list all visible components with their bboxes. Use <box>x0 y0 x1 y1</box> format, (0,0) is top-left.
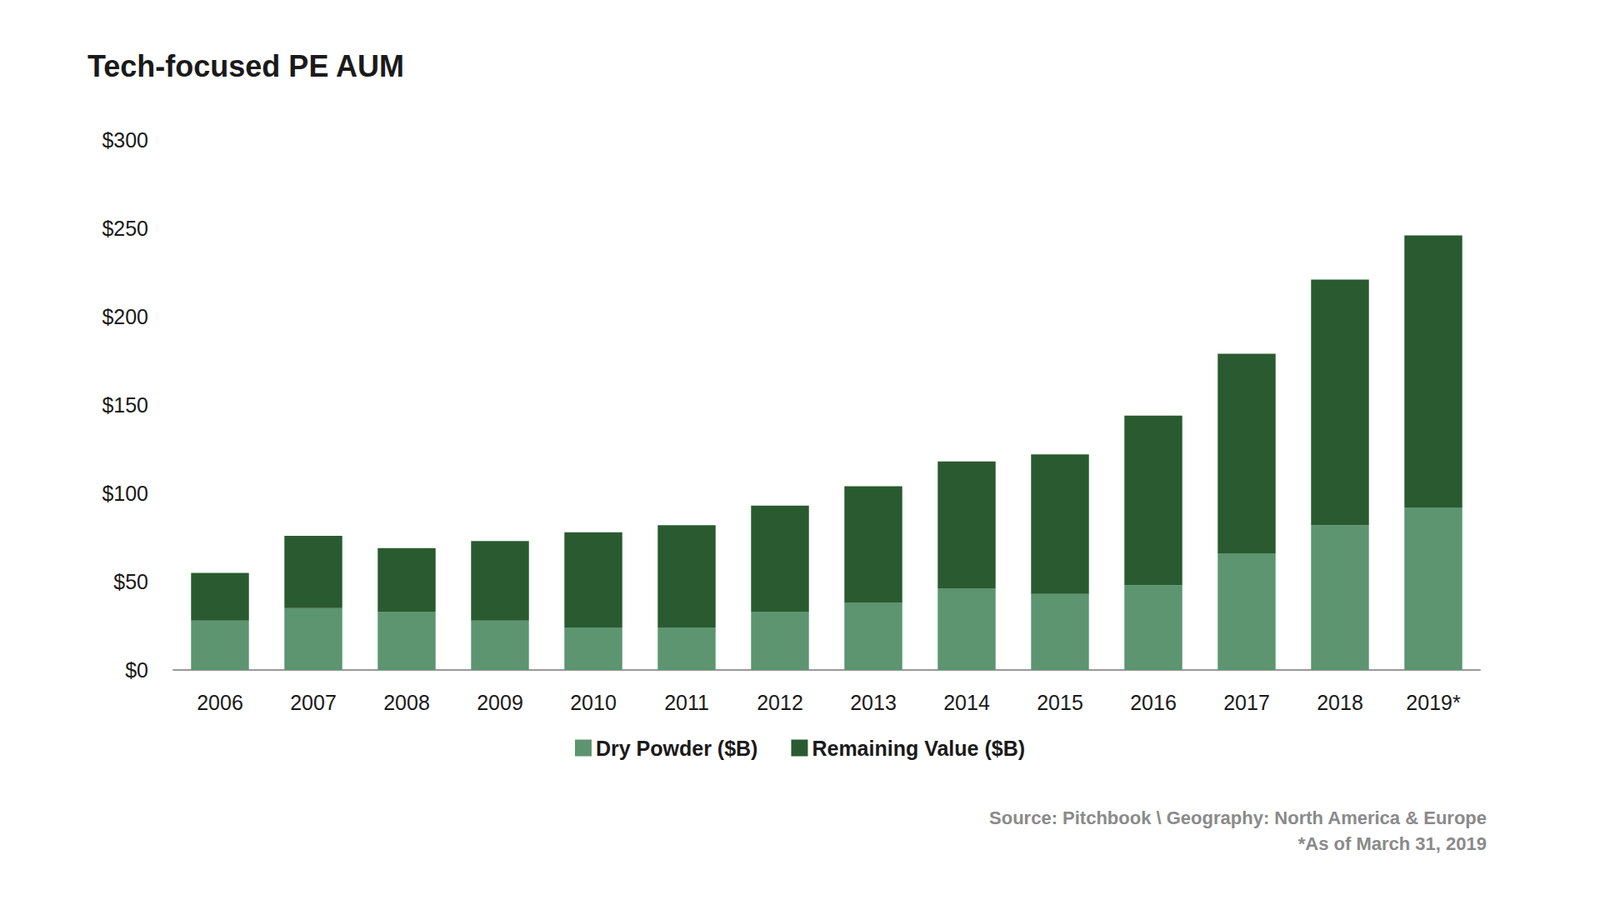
svg-text:2015: 2015 <box>1036 690 1084 715</box>
svg-text:2016: 2016 <box>1130 690 1177 715</box>
svg-text:2009: 2009 <box>476 690 524 715</box>
svg-text:*As of March 31, 2019: *As of March 31, 2019 <box>1298 833 1487 855</box>
svg-text:$250: $250 <box>101 216 149 240</box>
svg-text:Source: Pitchbook \ Geography:: Source: Pitchbook \ Geography: North Ame… <box>989 807 1487 829</box>
svg-text:2008: 2008 <box>383 690 430 715</box>
svg-text:$0: $0 <box>125 658 149 682</box>
svg-text:2017: 2017 <box>1223 690 1270 715</box>
svg-text:Tech-focused PE AUM: Tech-focused PE AUM <box>87 49 405 84</box>
svg-text:2019*: 2019* <box>1405 690 1461 715</box>
svg-text:Remaining Value ($B): Remaining Value ($B) <box>811 736 1025 760</box>
svg-text:$50: $50 <box>113 570 149 594</box>
svg-text:2018: 2018 <box>1316 690 1364 715</box>
svg-text:$100: $100 <box>101 481 149 505</box>
svg-text:2013: 2013 <box>850 690 897 715</box>
svg-text:2006: 2006 <box>196 690 244 715</box>
svg-text:$150: $150 <box>101 393 149 417</box>
svg-text:$300: $300 <box>101 128 149 152</box>
svg-text:Dry Powder ($B): Dry Powder ($B) <box>595 736 758 760</box>
svg-text:2012: 2012 <box>756 690 804 715</box>
svg-text:2007: 2007 <box>290 690 337 715</box>
svg-text:2010: 2010 <box>570 690 617 715</box>
svg-text:2014: 2014 <box>943 690 990 715</box>
svg-text:$200: $200 <box>101 305 149 329</box>
svg-text:2011: 2011 <box>664 690 710 715</box>
